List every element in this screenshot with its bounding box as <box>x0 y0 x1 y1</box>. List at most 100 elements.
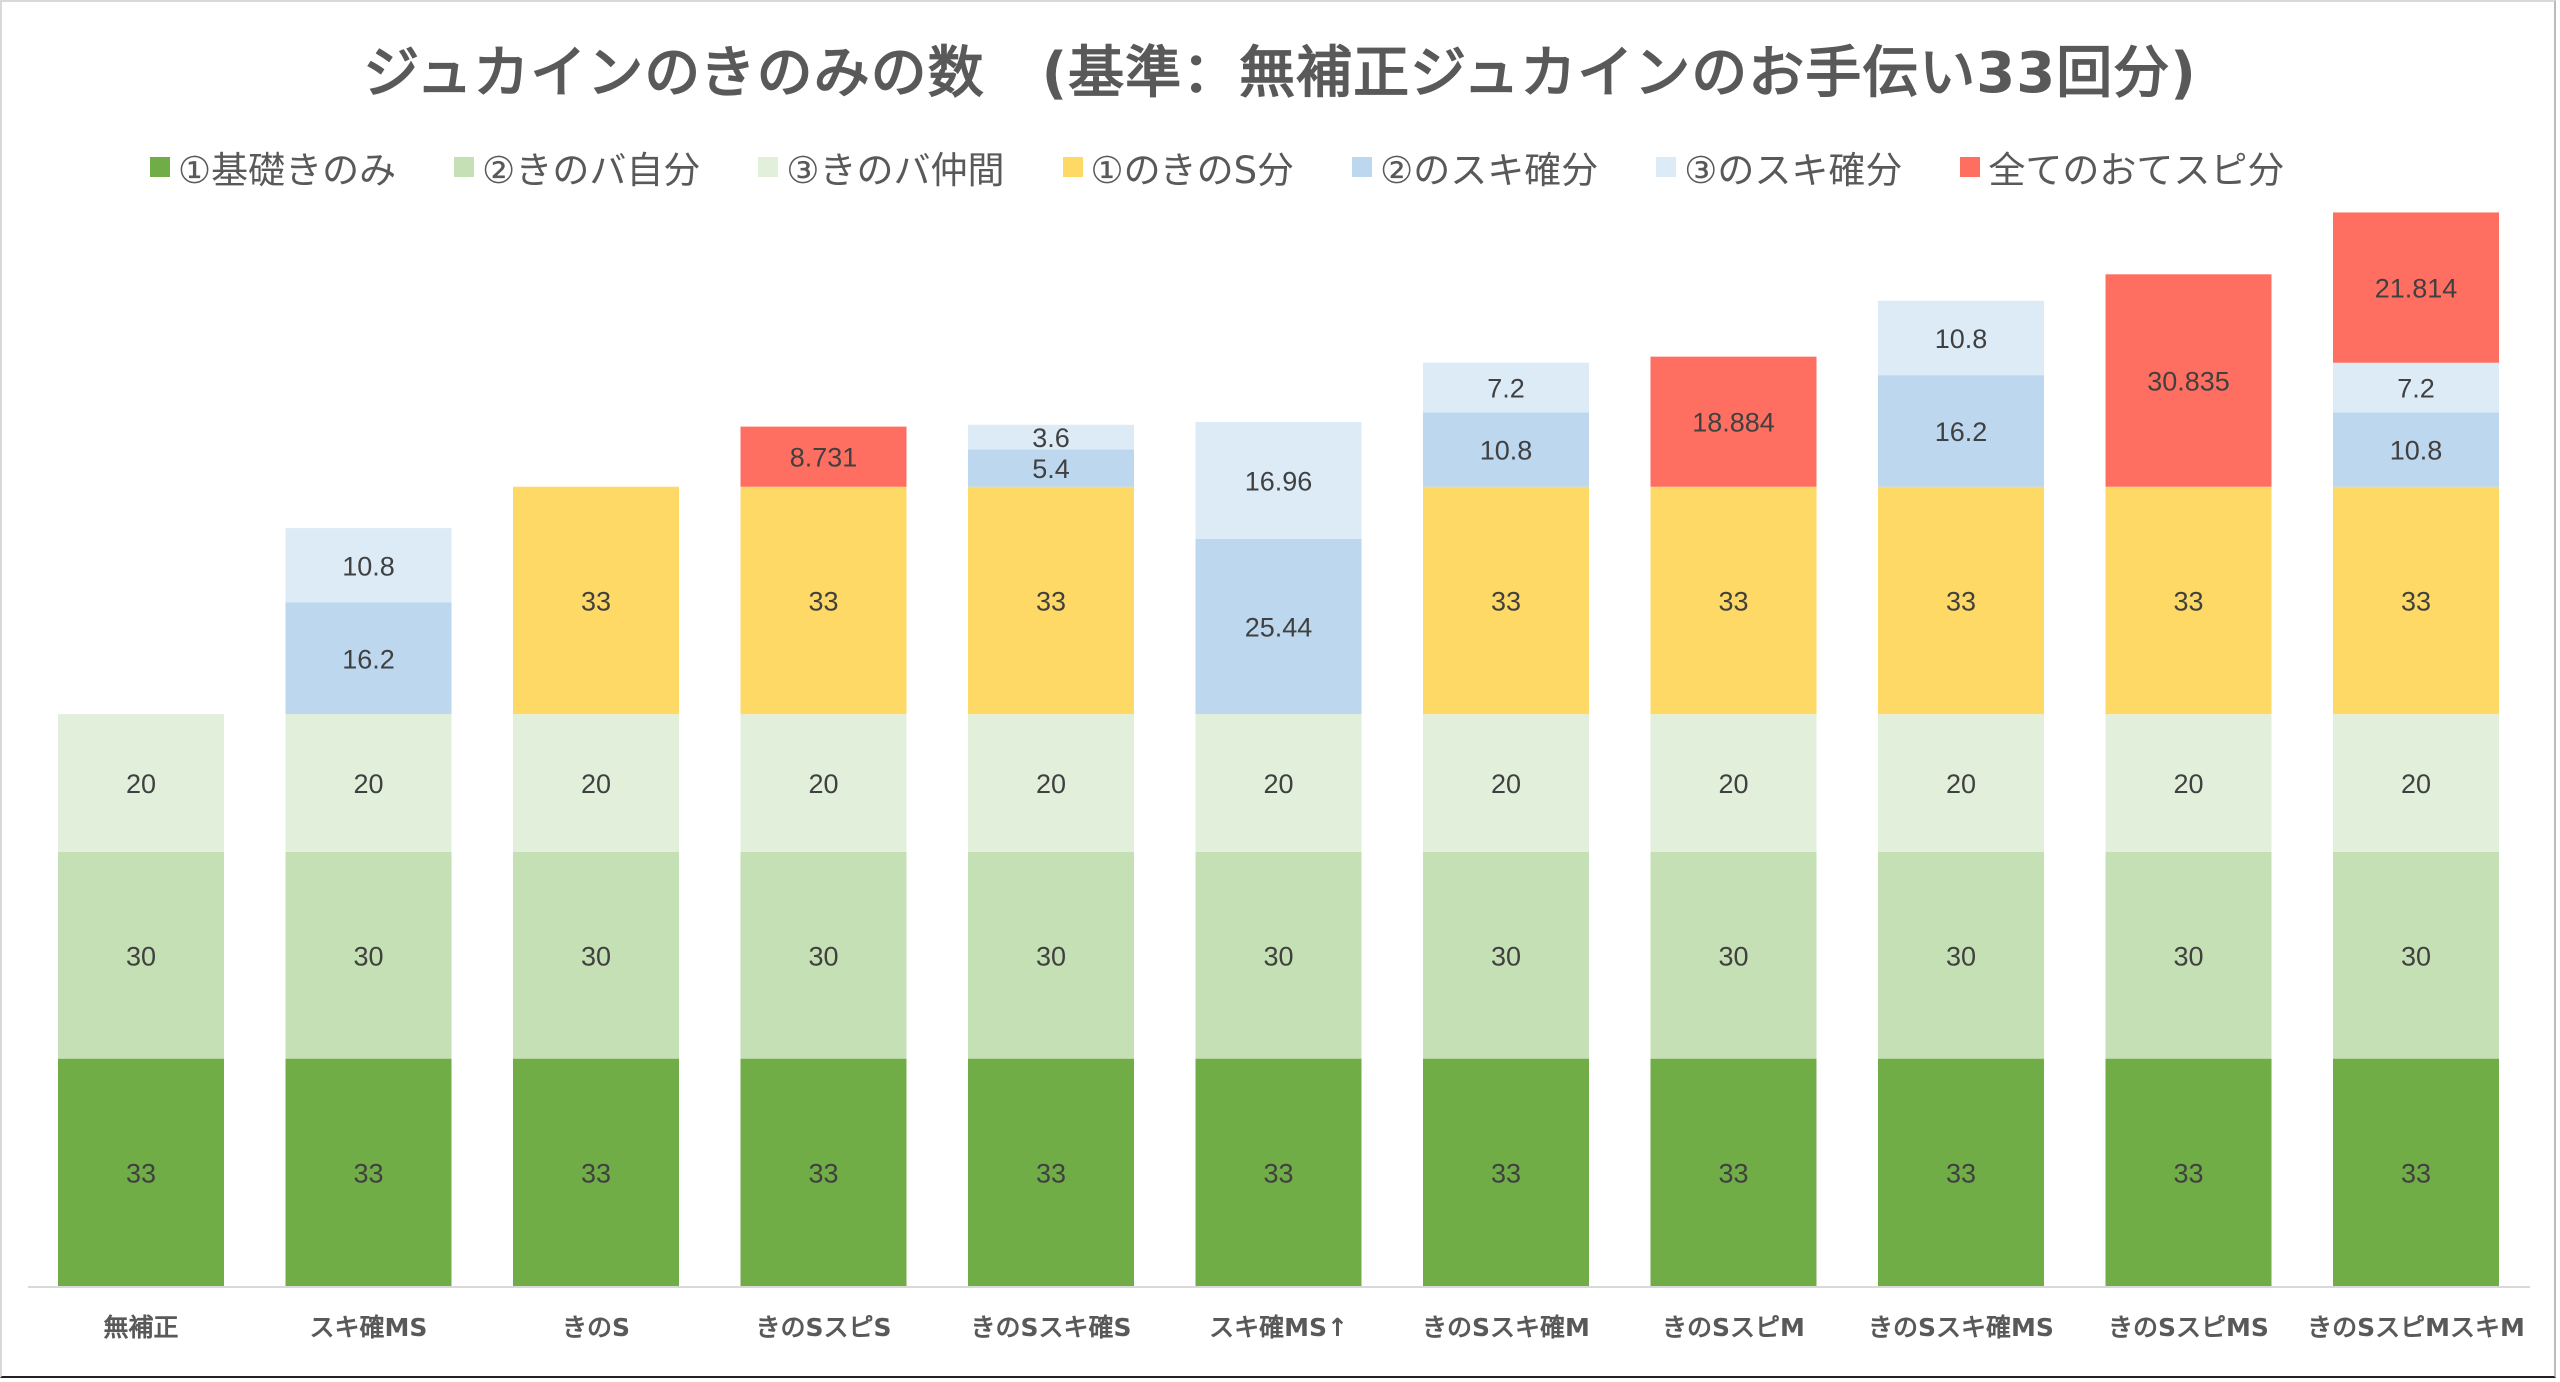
data-label: 20 <box>353 769 383 799</box>
data-label: 33 <box>353 1158 383 1188</box>
data-label: 20 <box>1718 769 1748 799</box>
legend-item: 全てのおてスピ分 <box>1960 140 2284 194</box>
data-label: 30 <box>1718 941 1748 971</box>
bar-segment <box>1650 851 1817 1059</box>
legend-item: ②のスキ確分 <box>1352 140 1598 194</box>
data-label: 33 <box>1491 1158 1521 1188</box>
bar-segment <box>58 714 224 852</box>
data-label: 20 <box>126 769 156 799</box>
data-label: 8.731 <box>790 443 858 473</box>
bar-segment <box>1650 714 1817 852</box>
bar-segment <box>2333 212 2499 363</box>
data-label: 16.96 <box>1245 466 1313 496</box>
bar-segment <box>1195 1058 1362 1286</box>
bar-segment <box>1195 421 1362 539</box>
bar-segment <box>2105 1058 2272 1286</box>
bar-segment <box>1878 300 2044 376</box>
data-label: 33 <box>1946 1158 1976 1188</box>
bar-segment <box>968 851 1134 1059</box>
category-labels: 無補正 スキ確MS きのS きのSスピS きのSスキ確S スキ確MS↑ きのSスキ確M きのS… <box>103 1313 2524 1342</box>
data-label: 33 <box>1946 586 1976 616</box>
data-label: 20 <box>1036 769 1066 799</box>
data-label: 5.4 <box>1032 454 1070 484</box>
legend-swatch <box>1960 157 1981 177</box>
bar-segment <box>1423 851 1589 1059</box>
legend-label: 全てのおてスピ分 <box>1988 149 2285 192</box>
bar-segment <box>1195 851 1362 1059</box>
data-label: 33 <box>2173 1158 2203 1188</box>
data-label: 20 <box>1491 769 1521 799</box>
category-label: スキ確MS <box>310 1313 428 1342</box>
bar-segment <box>968 1058 1134 1286</box>
bar-segment <box>2105 851 2272 1059</box>
data-label: 3.6 <box>1032 423 1070 453</box>
data-label: 33 <box>2401 1158 2431 1188</box>
data-label: 33 <box>1036 1158 1066 1188</box>
bar-segment <box>285 714 452 852</box>
bar-segment <box>1878 375 2044 487</box>
data-label: 30 <box>808 941 838 971</box>
data-label: 33 <box>2173 586 2203 616</box>
category-label: 無補正 <box>103 1313 178 1342</box>
data-label: 10.8 <box>1480 436 1533 466</box>
legend-swatch <box>454 157 475 177</box>
data-label: 30 <box>1491 941 1521 971</box>
bar-segment <box>285 528 452 603</box>
data-label: 30 <box>353 941 383 971</box>
data-label: 33 <box>1263 1158 1293 1188</box>
bar-segment <box>285 1058 452 1286</box>
bar-segment <box>1423 412 1589 487</box>
category-label: きのSスキ確S <box>970 1313 1131 1342</box>
category-label: きのSスピS <box>755 1313 891 1342</box>
data-label: 20 <box>808 769 838 799</box>
data-label: 30 <box>581 941 611 971</box>
bar-segment <box>513 714 679 852</box>
legend-label: ①基礎きのみ <box>178 149 397 192</box>
data-label: 33 <box>1036 586 1066 616</box>
bar-segment <box>1423 486 1589 715</box>
chart-title: ジュカインのきのみの数 (基準：無補正ジュカインのお手伝い33回分) <box>363 41 2197 106</box>
category-label: きのSスピM <box>1662 1313 1805 1342</box>
bar-segment <box>58 851 224 1059</box>
data-label: 30 <box>1263 941 1293 971</box>
legend-swatch <box>1656 157 1677 177</box>
data-label: 10.8 <box>1935 324 1988 354</box>
legend-swatch <box>150 157 170 177</box>
bar-segment <box>740 1058 907 1286</box>
data-label: 33 <box>1718 586 1748 616</box>
bars-group: 33 30 20 33 30 20 16.2 10.8 33 30 20 33 33 30 20 33 8.73… <box>58 212 2499 1286</box>
legend-label: ②のスキ確分 <box>1380 149 1599 192</box>
data-label: 33 <box>1491 586 1521 616</box>
bar-segment <box>968 449 1134 487</box>
data-label: 30 <box>126 941 156 971</box>
bar-segment <box>1195 538 1362 715</box>
bar-segment <box>968 486 1134 715</box>
bar-segment <box>2333 412 2499 487</box>
bar-segment <box>2105 714 2272 852</box>
bar-segment <box>2333 486 2499 715</box>
bar-segment <box>1650 1058 1817 1286</box>
data-label: 30 <box>1036 941 1066 971</box>
legend-swatch <box>1062 157 1083 177</box>
bar-segment <box>513 851 679 1059</box>
data-label: 33 <box>808 586 838 616</box>
bar-segment <box>2333 1058 2499 1286</box>
legend-item: ②きのバ自分 <box>454 140 700 194</box>
data-label: 33 <box>581 586 611 616</box>
category-label: きのSスピMS <box>2108 1313 2269 1342</box>
data-label: 33 <box>581 1158 611 1188</box>
data-label: 20 <box>1263 769 1293 799</box>
category-label: きのS <box>562 1313 630 1342</box>
category-label: きのSスキ確MS <box>1868 1313 2054 1342</box>
bar-segment <box>1878 1058 2044 1286</box>
category-label: きのSスキ確M <box>1422 1313 1590 1342</box>
bar-segment <box>1423 362 1589 413</box>
data-label: 16.2 <box>342 644 395 674</box>
bar-segment <box>1650 486 1817 715</box>
bar-segment <box>1878 486 2044 715</box>
legend-label: ②きのバ自分 <box>482 149 701 192</box>
legend-item: ①のきのS分 <box>1062 140 1294 194</box>
category-label: スキ確MS↑ <box>1209 1313 1348 1342</box>
data-label: 21.814 <box>2375 274 2458 304</box>
